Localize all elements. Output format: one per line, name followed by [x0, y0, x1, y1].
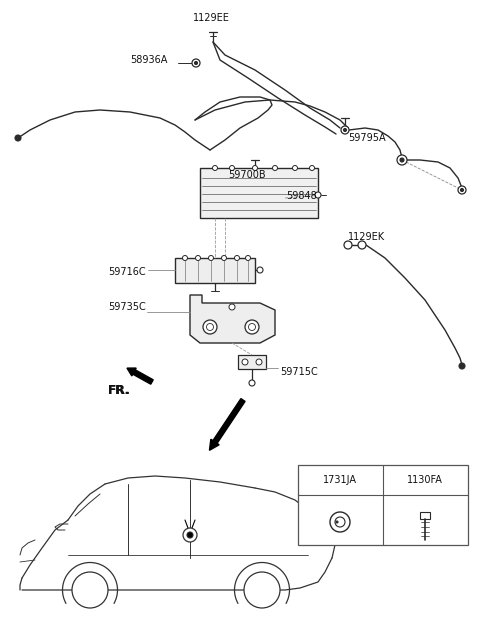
Circle shape	[245, 320, 259, 334]
Circle shape	[235, 255, 240, 260]
Circle shape	[245, 255, 251, 260]
Circle shape	[292, 165, 298, 170]
Text: 1129EE: 1129EE	[193, 13, 230, 23]
Circle shape	[249, 323, 255, 331]
Circle shape	[72, 572, 108, 608]
Text: 59795A: 59795A	[348, 133, 385, 143]
Circle shape	[458, 186, 466, 194]
Text: 59848: 59848	[286, 191, 317, 201]
Circle shape	[315, 192, 321, 198]
Circle shape	[310, 165, 314, 170]
Bar	[200, 168, 318, 218]
Circle shape	[203, 320, 217, 334]
Circle shape	[341, 126, 349, 134]
Text: 1130FA: 1130FA	[407, 475, 443, 485]
Circle shape	[344, 241, 352, 249]
Circle shape	[208, 255, 214, 260]
Text: 59735C: 59735C	[108, 302, 146, 312]
Circle shape	[15, 135, 21, 141]
Circle shape	[242, 359, 248, 365]
Text: 59715C: 59715C	[280, 367, 318, 377]
Circle shape	[252, 165, 257, 170]
Circle shape	[244, 572, 280, 608]
Circle shape	[257, 267, 263, 273]
Circle shape	[336, 521, 338, 523]
Text: FR.: FR.	[108, 384, 131, 396]
Text: 59716C: 59716C	[108, 267, 145, 277]
Circle shape	[344, 129, 347, 132]
Bar	[298, 465, 468, 545]
Circle shape	[273, 165, 277, 170]
Text: 1731JA: 1731JA	[323, 475, 357, 485]
Circle shape	[187, 532, 193, 538]
Text: 59700B: 59700B	[228, 170, 265, 180]
Circle shape	[358, 241, 366, 249]
Circle shape	[229, 165, 235, 170]
Circle shape	[256, 359, 262, 365]
Circle shape	[229, 304, 235, 310]
Text: FR.: FR.	[108, 384, 130, 396]
Circle shape	[459, 363, 465, 369]
Circle shape	[206, 323, 214, 331]
Circle shape	[330, 512, 350, 532]
Circle shape	[183, 528, 197, 542]
Polygon shape	[190, 295, 275, 343]
FancyArrow shape	[127, 368, 153, 384]
Circle shape	[192, 59, 200, 67]
Circle shape	[249, 380, 255, 386]
Bar	[420, 512, 430, 519]
Circle shape	[194, 62, 197, 64]
Text: 1129EK: 1129EK	[348, 232, 385, 242]
Bar	[238, 355, 266, 369]
Circle shape	[335, 517, 345, 527]
Circle shape	[460, 188, 464, 192]
Circle shape	[400, 158, 404, 162]
Circle shape	[195, 255, 201, 260]
FancyArrow shape	[209, 399, 245, 451]
Circle shape	[397, 155, 407, 165]
Circle shape	[182, 255, 188, 260]
Bar	[175, 258, 255, 283]
Circle shape	[221, 255, 227, 260]
Circle shape	[213, 165, 217, 170]
Text: 58936A: 58936A	[130, 55, 168, 65]
